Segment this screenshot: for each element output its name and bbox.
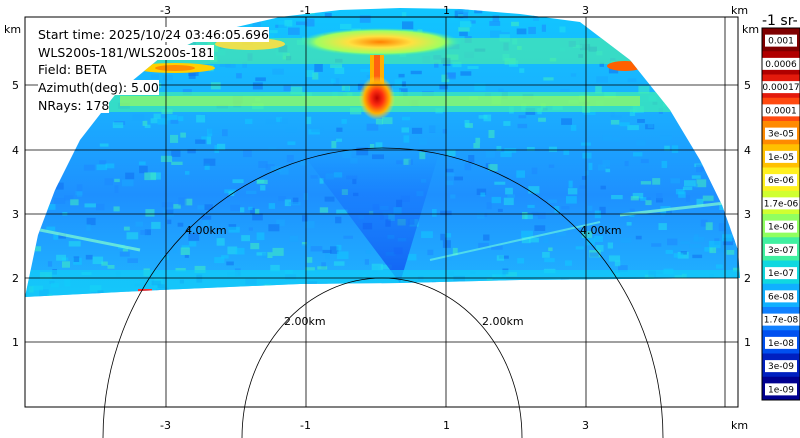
colorbar-label-bg [765, 290, 797, 303]
ring-label-outer-right: 4.00km [580, 224, 622, 237]
colorbar-label-bg [759, 197, 800, 210]
colorbar-frame [761, 27, 800, 401]
y-unit-right: km [742, 23, 759, 36]
colorbar-label: 0.0001 [765, 106, 797, 116]
info-overlay: Start time: 2025/10/24 03:46:05.696 WLS2… [38, 26, 269, 115]
y-unit-left: km [4, 23, 21, 36]
colorbar-label-bg [762, 57, 800, 70]
x-tick-top-0: -3 [160, 4, 171, 17]
colorbar-title: -1 sr- [762, 13, 798, 29]
colorbar-label: 1e-07 [768, 269, 794, 279]
colorbar-label-bg [762, 104, 800, 117]
colorbar-label-bg [765, 243, 797, 256]
origin-gap [374, 287, 388, 297]
colorbar-label: 0.001 [768, 37, 794, 47]
colorbar-label-bg [765, 150, 797, 163]
y-tick-right-0: 5 [744, 79, 751, 92]
x-unit-bottom: km [731, 419, 748, 432]
x-tick-top-2: 1 [443, 4, 450, 17]
colorbar-label: 1e-09 [768, 385, 794, 395]
y-tick-left-3: 2 [12, 272, 19, 285]
colorbar-label: 1e-05 [768, 153, 794, 163]
colorbar-label-bg [759, 313, 800, 326]
colorbar-label-bg [765, 360, 797, 373]
nrays-text: NRays: 178 [38, 97, 110, 113]
colorbar-label: 0.00017 [762, 83, 799, 93]
y-tick-left-0: 5 [12, 79, 19, 92]
ring-label-outer-left: 4.00km [185, 224, 227, 237]
x-tick-bottom-3: 3 [582, 419, 589, 432]
colorbar-label-bg [759, 81, 800, 94]
colorbar-label-bg [765, 220, 797, 233]
colorbar-label: 6e-06 [768, 176, 794, 186]
x-tick-top-3: 3 [582, 4, 589, 17]
colorbar-label-bg [765, 174, 797, 187]
colorbar-label: 1e-08 [768, 339, 794, 349]
colorbar-label: 1e-06 [768, 223, 794, 233]
colorbar-label-bg [765, 127, 797, 140]
colorbar-label-bg [765, 383, 797, 396]
range-ring-inner [241, 277, 523, 438]
field-text: Field: BETA [38, 62, 107, 78]
x-ticks-bottom: -3 -1 1 3 km [160, 419, 748, 432]
y-tick-left-2: 3 [12, 208, 19, 221]
y-tick-left-1: 4 [12, 144, 19, 157]
range-ring-outer [102, 147, 664, 438]
x-tick-bottom-1: -1 [300, 419, 311, 432]
colorbar-label: 0.0006 [765, 60, 797, 70]
colorbar-label: 3e-07 [768, 246, 794, 256]
start-time-text: Start time: 2025/10/24 03:46:05.696 [38, 27, 269, 42]
colorbar-label: 1.7e-08 [764, 316, 799, 326]
y-tick-right-4: 1 [744, 336, 751, 349]
y-tick-right-2: 3 [744, 208, 751, 221]
instrument-text: WLS200s-181/WLS200s-181 [38, 44, 215, 60]
colorbar-label-bg [765, 267, 797, 280]
azimuth-text: Azimuth(deg): 5.00 [38, 80, 159, 96]
y-tick-right-1: 4 [744, 144, 751, 157]
colorbar-label-bg [765, 336, 797, 349]
x-unit-top: km [731, 4, 748, 17]
x-tick-top-1: -1 [300, 4, 311, 17]
colorbar-label: 1.7e-06 [764, 199, 799, 209]
ring-label-inner-right: 2.00km [482, 315, 524, 328]
y-tick-right-3: 2 [744, 272, 751, 285]
ring-label-inner-left: 2.00km [284, 315, 326, 328]
plot-frame [24, 16, 739, 408]
colorbar-label-bg [765, 34, 797, 47]
colorbar: 0.001 0.0006 0.00017 0.0001 3e-05 1e-05 6e-06 1… [759, 27, 800, 401]
y-tick-left-4: 1 [12, 336, 19, 349]
x-tick-bottom-0: -3 [160, 419, 171, 432]
colorbar-label: 3e-09 [768, 362, 794, 372]
colorbar-label: 3e-05 [768, 130, 794, 140]
y-ticks-right: km 5 4 3 2 1 [742, 23, 759, 349]
x-tick-bottom-2: 1 [443, 419, 450, 432]
range-rings [102, 147, 664, 438]
x-ticks-top: -3 -1 1 3 km [160, 4, 748, 17]
y-ticks-left: km 5 4 3 2 1 [4, 23, 21, 349]
colorbar-label: 6e-08 [768, 292, 794, 302]
